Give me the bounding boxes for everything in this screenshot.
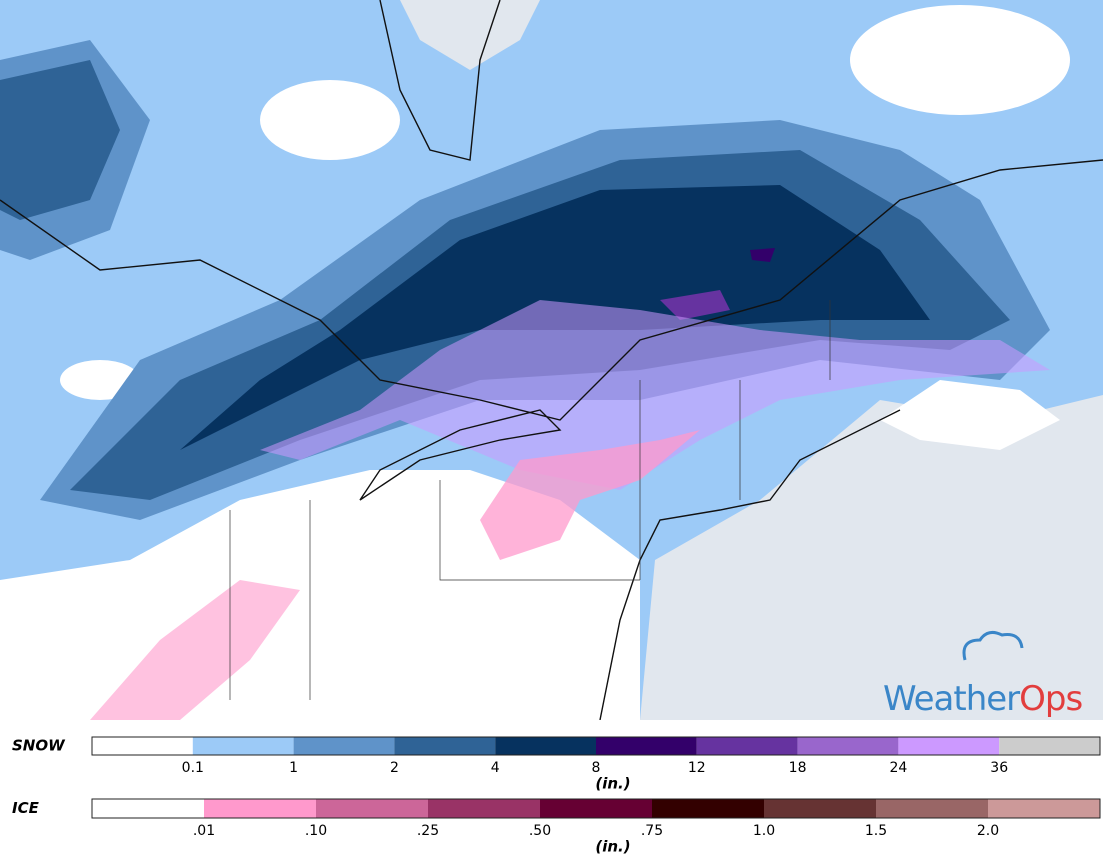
legend-tick-label: 36 (990, 760, 1008, 776)
legend-tick-label: 1 (289, 760, 298, 776)
logo-icon (962, 630, 1024, 661)
map: WeatherOps (0, 0, 1103, 721)
legend-swatch (876, 799, 988, 818)
ocean (640, 395, 1103, 720)
legend-tick-label: .01 (193, 823, 215, 839)
legend-swatch (192, 737, 294, 755)
coastline (599, 409, 901, 721)
legend-label: SNOW (12, 737, 66, 755)
legend-tick-label: 4 (491, 760, 500, 776)
state-line (229, 300, 831, 700)
legend-frame (91, 798, 1101, 819)
legend-tick-label: 24 (889, 760, 907, 776)
logo-part: Weather (883, 679, 1020, 719)
legend-tick-label: 12 (688, 760, 706, 776)
legend-swatch (596, 737, 697, 755)
legend-swatch (988, 799, 1100, 818)
legend-frame (91, 736, 1101, 756)
ice-area (480, 430, 700, 560)
legend-tick-label: 2.0 (977, 823, 999, 839)
legend-tick-label: .75 (641, 823, 663, 839)
legend-swatch (540, 799, 652, 818)
lake (359, 409, 562, 501)
legend-label: ICE (12, 799, 40, 817)
legend-tick-label: 0.1 (182, 760, 204, 776)
no-snow-area (850, 5, 1070, 115)
legend-tick-label: .10 (305, 823, 327, 839)
legend-swatch (999, 737, 1100, 755)
bay (400, 0, 540, 70)
logo: WeatherOps (883, 630, 1084, 719)
legend-swatch (764, 799, 876, 818)
border-line (0, 159, 1103, 421)
ice-area (90, 580, 300, 720)
legend-tick-label: .25 (417, 823, 439, 839)
legend-swatch (652, 799, 764, 818)
legend-swatch (92, 799, 204, 818)
legend-swatch (495, 737, 596, 755)
legend-swatch (394, 737, 496, 755)
logo-text: WeatherOps (883, 679, 1083, 719)
snow-band (750, 248, 775, 262)
snow-band (0, 60, 120, 220)
legend-tick-label: 1.0 (753, 823, 775, 839)
snow-band (660, 290, 730, 320)
legend-swatch (293, 737, 395, 755)
mixed-band (260, 300, 1050, 490)
legend-tick-label: 1.5 (865, 823, 887, 839)
legend-tick-label: 2 (390, 760, 399, 776)
legend-swatch (92, 737, 193, 755)
legend-swatch (316, 799, 428, 818)
legend-tick-label: 8 (592, 760, 601, 776)
legend-tick-label: 18 (789, 760, 807, 776)
no-snow-area (880, 380, 1060, 450)
legend-swatch (696, 737, 798, 755)
no-snow-area (260, 80, 400, 160)
legend-tick-label: .50 (529, 823, 551, 839)
legend-swatch (898, 737, 1000, 755)
legend-unit: (in.) (595, 775, 630, 793)
legend-swatch (797, 737, 899, 755)
legend-unit: (in.) (595, 838, 630, 856)
legend-swatch (428, 799, 540, 818)
coastline (379, 0, 501, 161)
logo-part: Ops (1019, 679, 1082, 719)
legend-swatch (204, 799, 316, 818)
